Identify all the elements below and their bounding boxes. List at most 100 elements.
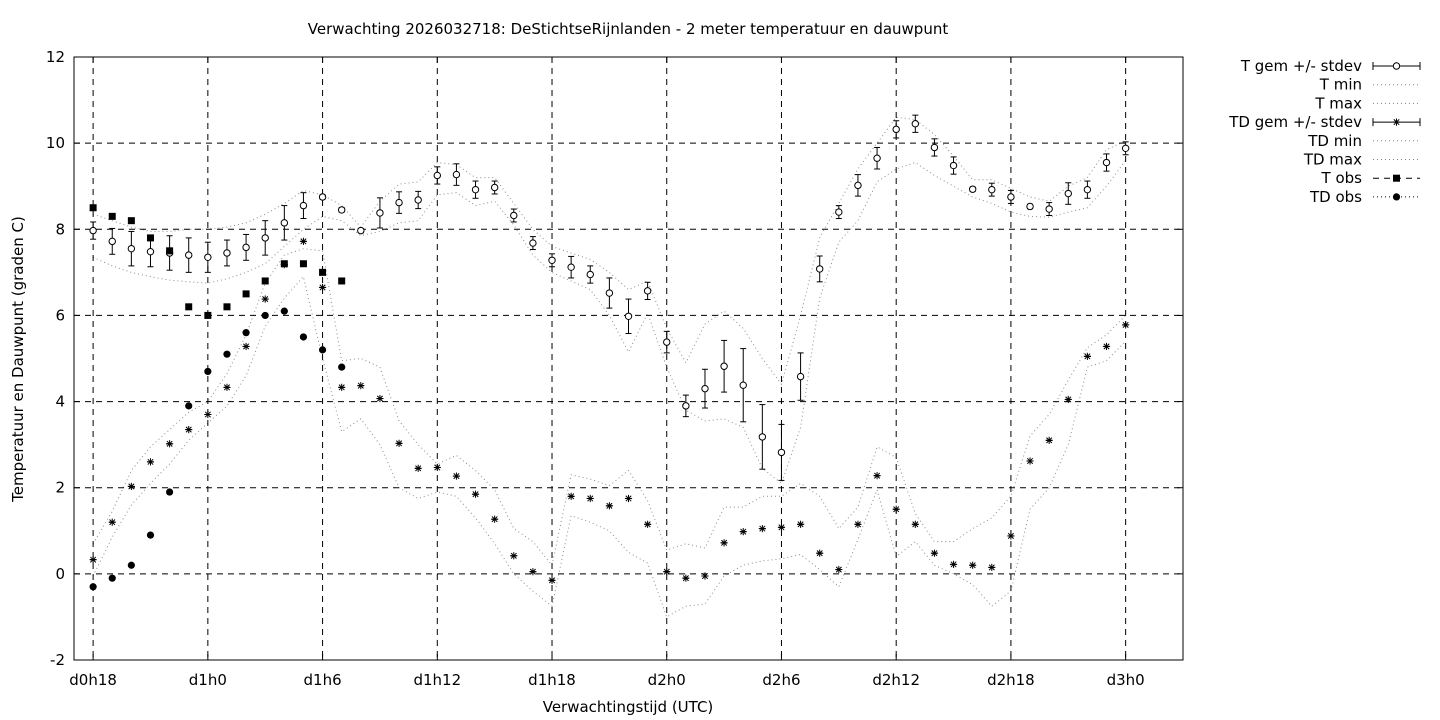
data-point bbox=[127, 244, 136, 253]
data-point bbox=[739, 528, 747, 536]
data-point bbox=[185, 402, 193, 410]
data-point bbox=[586, 494, 594, 503]
data-point bbox=[357, 226, 365, 235]
star-stroke bbox=[491, 516, 498, 523]
data-point bbox=[930, 143, 939, 152]
data-point bbox=[108, 518, 116, 526]
data-point bbox=[89, 226, 97, 235]
data-point bbox=[166, 247, 174, 255]
star-stroke bbox=[893, 506, 900, 513]
y-tick-label: 12 bbox=[46, 48, 65, 66]
data-point bbox=[185, 303, 193, 311]
data-point bbox=[949, 161, 958, 170]
data-point bbox=[299, 237, 308, 245]
y-tick-label: 0 bbox=[55, 565, 65, 583]
star-stroke bbox=[1046, 437, 1053, 444]
legend-label: TD max bbox=[1303, 151, 1362, 169]
star-stroke bbox=[606, 502, 613, 509]
data-point bbox=[892, 505, 900, 513]
data-point bbox=[969, 561, 977, 569]
data-point bbox=[567, 492, 575, 500]
star-stroke bbox=[950, 561, 957, 568]
data-point bbox=[127, 217, 135, 225]
legend-label: T obs bbox=[1321, 169, 1363, 187]
data-point bbox=[376, 209, 384, 217]
star-stroke bbox=[453, 473, 460, 480]
data-point bbox=[490, 183, 499, 192]
y-tick-label: 10 bbox=[46, 134, 65, 152]
star-stroke bbox=[969, 562, 976, 569]
data-point bbox=[643, 287, 652, 295]
data-point bbox=[644, 520, 652, 528]
data-point bbox=[299, 260, 307, 268]
data-point bbox=[414, 464, 422, 472]
y-axis-label: Temperatuur en Dauwpunt (graden C) bbox=[9, 216, 27, 503]
data-point bbox=[146, 247, 155, 256]
data-point bbox=[873, 472, 881, 480]
series-line-5 bbox=[92, 248, 1126, 567]
data-point bbox=[949, 560, 958, 568]
star-stroke bbox=[759, 525, 766, 532]
data-point bbox=[204, 253, 212, 261]
data-point bbox=[433, 463, 441, 472]
x-tick-label: d1h6 bbox=[304, 671, 342, 689]
x-tick-label: d2h18 bbox=[987, 671, 1035, 689]
data-point bbox=[816, 265, 824, 273]
legend-marker bbox=[1392, 62, 1401, 70]
legend-label: T max bbox=[1314, 94, 1362, 112]
data-point bbox=[892, 125, 900, 134]
legend-marker bbox=[1392, 118, 1401, 126]
x-tick-label: d3h0 bbox=[1107, 671, 1145, 689]
data-point bbox=[146, 458, 155, 466]
y-tick-label: 6 bbox=[55, 306, 65, 324]
star-stroke bbox=[300, 238, 307, 245]
x-tick-label: d2h12 bbox=[872, 671, 920, 689]
star-stroke bbox=[701, 572, 709, 580]
star-stroke bbox=[644, 521, 651, 528]
data-point bbox=[930, 549, 939, 557]
star-stroke bbox=[376, 395, 383, 402]
data-point bbox=[510, 211, 518, 220]
data-point bbox=[663, 338, 671, 346]
data-point bbox=[280, 307, 288, 315]
data-point bbox=[548, 256, 556, 264]
series-line-1 bbox=[92, 160, 1127, 485]
data-point bbox=[433, 171, 441, 180]
star-stroke bbox=[912, 521, 919, 528]
data-point bbox=[682, 574, 690, 582]
data-point bbox=[529, 239, 537, 247]
star-stroke bbox=[778, 524, 785, 531]
star-stroke bbox=[395, 440, 403, 447]
data-point bbox=[1045, 436, 1053, 444]
data-point bbox=[663, 568, 671, 576]
data-point bbox=[835, 565, 843, 574]
legend-label: TD gem +/- stdev bbox=[1228, 113, 1362, 131]
data-point bbox=[491, 515, 499, 523]
data-point bbox=[89, 556, 97, 564]
grid bbox=[74, 57, 1183, 660]
data-point bbox=[376, 394, 384, 403]
x-tick-label: d1h0 bbox=[189, 671, 227, 689]
data-point bbox=[911, 120, 920, 128]
data-point bbox=[280, 219, 289, 227]
star-stroke bbox=[434, 464, 441, 471]
data-point bbox=[146, 234, 154, 242]
star-stroke bbox=[682, 575, 689, 582]
data-point bbox=[318, 346, 327, 354]
data-point bbox=[261, 295, 269, 303]
data-point bbox=[223, 249, 231, 257]
data-point bbox=[605, 289, 614, 297]
data-point bbox=[242, 290, 250, 298]
data-point bbox=[835, 208, 843, 216]
data-point bbox=[166, 440, 174, 448]
data-point bbox=[720, 362, 728, 370]
star-stroke bbox=[740, 528, 747, 535]
star-stroke bbox=[204, 411, 211, 418]
data-point bbox=[988, 563, 996, 571]
data-point bbox=[758, 525, 766, 533]
star-stroke bbox=[1393, 119, 1400, 126]
star-stroke bbox=[797, 521, 804, 528]
data-point bbox=[1122, 321, 1130, 329]
data-point bbox=[166, 488, 174, 496]
data-point bbox=[1064, 189, 1072, 198]
